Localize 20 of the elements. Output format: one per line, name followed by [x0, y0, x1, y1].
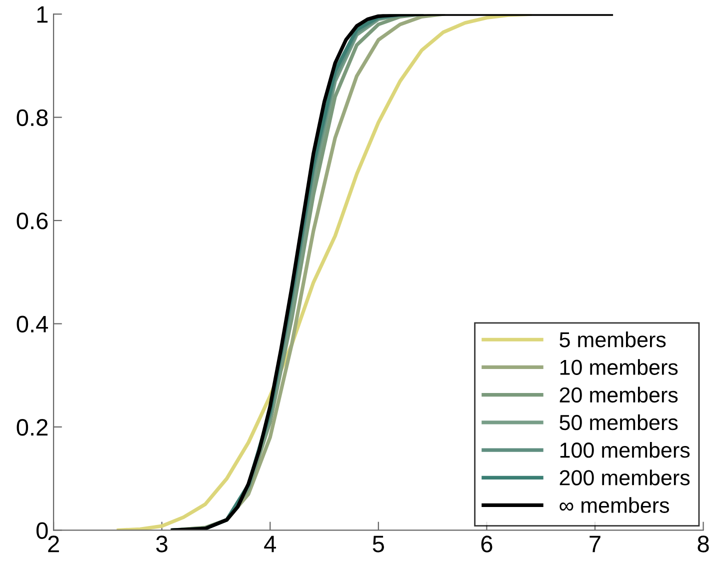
y-tick-label: 0.6: [16, 212, 48, 230]
legend-label: 10 members: [560, 359, 678, 375]
x-tick-label: 2: [48, 536, 59, 552]
x-tick-label: 4: [264, 536, 276, 552]
x-tick-label: 3: [156, 536, 168, 552]
y-tick-label: 0.8: [16, 109, 48, 126]
legend-label: 100 members: [560, 442, 690, 458]
y-tick-label: 1: [37, 6, 48, 23]
y-tick-label: 0.2: [16, 419, 48, 436]
legend-label: 200 members: [560, 470, 690, 486]
x-tick-label: 7: [590, 536, 600, 552]
y-tick-label: 0.4: [16, 316, 48, 333]
legend-label: 50 members: [560, 414, 678, 430]
x-tick-label: 6: [481, 536, 492, 552]
x-tick-label: 8: [698, 536, 709, 552]
y-tick-label: 0: [36, 522, 48, 539]
legend-label: 20 members: [560, 386, 678, 403]
x-tick-label: 5: [372, 536, 384, 552]
legend-label: 5 members: [560, 332, 666, 348]
legend-label: ∞ members: [560, 497, 670, 513]
